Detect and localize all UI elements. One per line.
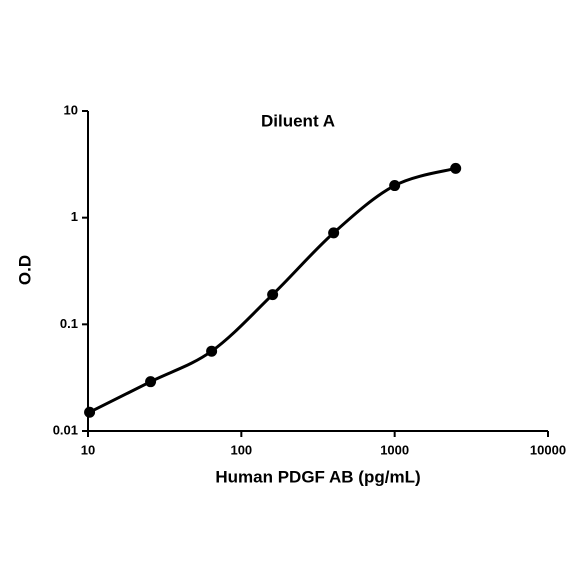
data-point [145, 376, 157, 388]
y-tick-label: 0.01 [53, 422, 78, 437]
data-point [389, 180, 401, 192]
chart-title: Diluent A [261, 111, 335, 130]
y-tick-label: 10 [64, 102, 78, 117]
data-point [267, 289, 279, 301]
x-axis-label: Human PDGF AB (pg/mL) [215, 467, 420, 486]
x-tick-label: 1000 [380, 442, 409, 457]
y-axis-label: O.D [15, 255, 34, 285]
x-tick-label: 10000 [530, 442, 566, 457]
data-point [84, 406, 96, 418]
x-tick-label: 100 [230, 442, 252, 457]
data-point [450, 162, 462, 174]
y-tick-label: 1 [71, 209, 78, 224]
data-point [328, 227, 340, 239]
data-point [206, 345, 218, 357]
y-tick-label: 0.1 [60, 316, 78, 331]
x-tick-label: 10 [81, 442, 95, 457]
